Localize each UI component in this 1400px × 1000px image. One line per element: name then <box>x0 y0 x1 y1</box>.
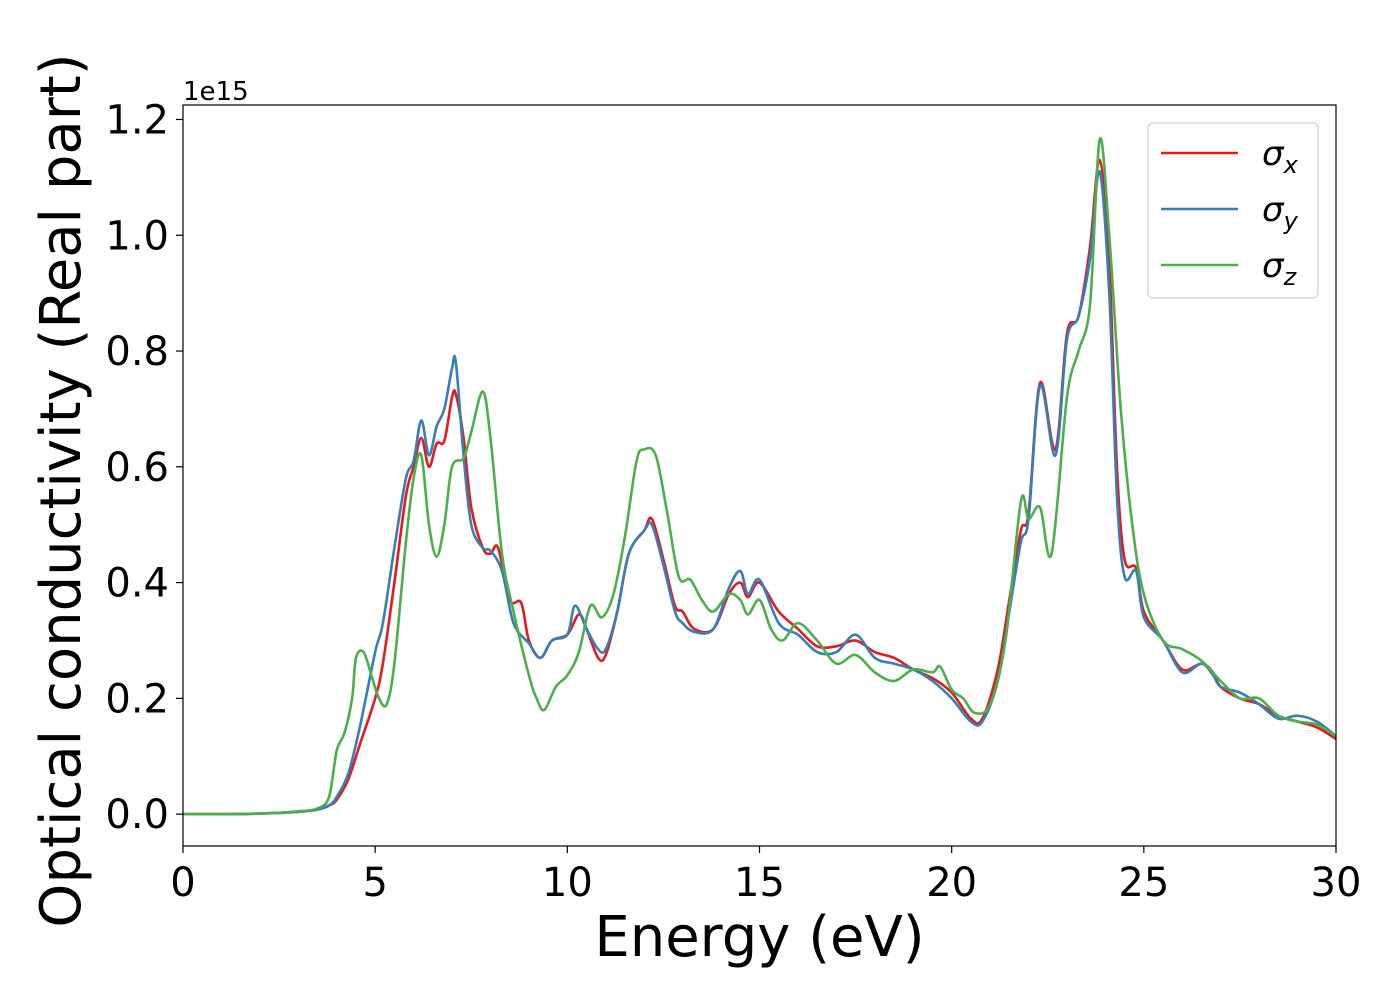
x-axis-ticks: 0 5 10 15 20 25 30 <box>170 846 1361 906</box>
series-line-y <box>183 170 1336 816</box>
y-tick-label: 0.6 <box>105 445 169 491</box>
legend-box <box>1147 122 1319 299</box>
y-tick-label: 0.8 <box>105 329 169 375</box>
y-tick-label: 0.4 <box>105 561 169 607</box>
y-axis-title: Optical conductivity (Real part) <box>29 53 94 927</box>
x-tick-label: 15 <box>734 860 785 906</box>
x-tick-label: 20 <box>926 860 977 906</box>
y-tick-label: 1.2 <box>105 97 169 143</box>
y-tick-label: 0.0 <box>105 792 169 838</box>
x-tick-label: 10 <box>542 860 593 906</box>
y-axis-ticks: 0.0 0.2 0.4 0.6 0.8 1.0 1.2 <box>105 97 183 838</box>
x-tick-label: 0 <box>170 860 195 906</box>
series-layer <box>183 137 1336 816</box>
x-tick-label: 25 <box>1118 860 1169 906</box>
y-offset-label: 1e15 <box>183 77 249 107</box>
series-line-z <box>183 137 1336 816</box>
y-tick-label: 1.0 <box>105 213 169 259</box>
x-tick-label: 5 <box>362 860 387 906</box>
x-axis-title: Energy (eV) <box>594 905 924 970</box>
x-tick-label: 30 <box>1311 860 1362 906</box>
y-tick-label: 0.2 <box>105 676 169 722</box>
